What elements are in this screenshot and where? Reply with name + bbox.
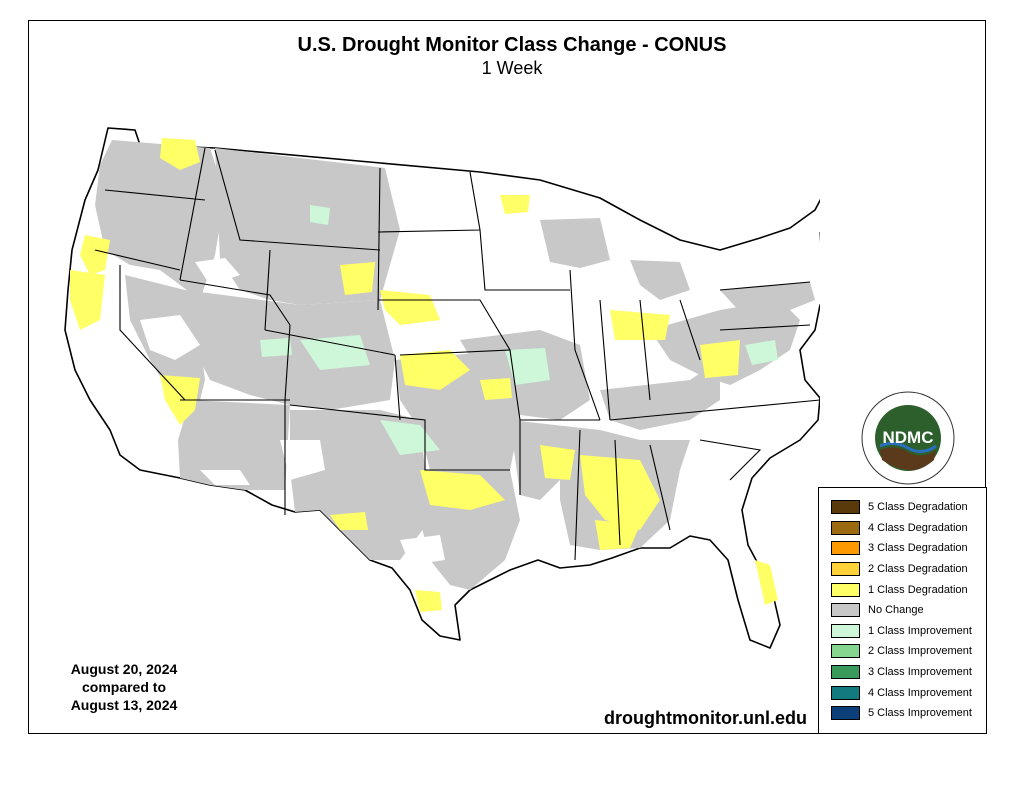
date-compared-to: compared to [81, 679, 166, 695]
legend-swatch [831, 706, 860, 721]
legend-item: 2 Class Improvement [819, 641, 986, 662]
legend-item: No Change [819, 600, 986, 621]
ndmc-logo: NDMC [858, 388, 958, 493]
date-comparison: August 20, 2024 compared to August 13, 2… [44, 660, 204, 714]
legend-item: 4 Class Degradation [819, 518, 986, 539]
legend-label: 2 Class Improvement [868, 645, 972, 658]
legend-label: No Change [868, 604, 924, 617]
legend-label: 5 Class Improvement [868, 707, 972, 720]
legend-item: 1 Class Degradation [819, 579, 986, 600]
legend-label: 1 Class Improvement [868, 624, 972, 637]
website-url: droughtmonitor.unl.edu [604, 708, 807, 728]
legend-label: 1 Class Degradation [868, 583, 968, 596]
legend-item: 3 Class Degradation [819, 538, 986, 559]
legend-label: 2 Class Degradation [868, 563, 968, 576]
legend-swatch [831, 562, 860, 577]
legend-swatch [831, 644, 860, 659]
legend-swatch [831, 582, 860, 597]
unchanged-white-areas [140, 258, 445, 565]
degradation-1-areas [70, 138, 778, 612]
legend-label: 3 Class Degradation [868, 542, 968, 555]
legend-label: 3 Class Improvement [868, 666, 972, 679]
improvement-1-areas [260, 205, 778, 455]
legend-item: 5 Class Improvement [819, 703, 986, 724]
legend-swatch [831, 541, 860, 556]
legend: 5 Class Degradation 4 Class Degradation 3 … [818, 487, 987, 734]
date-current: August 20, 2024 [70, 661, 178, 677]
legend-label: 4 Class Degradation [868, 521, 968, 534]
legend-item: 4 Class Improvement [819, 682, 986, 703]
map-subtitle: 1 Week [481, 58, 543, 78]
legend-swatch [831, 520, 860, 535]
legend-item: 3 Class Improvement [819, 662, 986, 683]
map-title: U.S. Drought Monitor Class Change - CONU… [297, 34, 727, 56]
state-boundaries [94, 147, 820, 561]
legend-swatch [831, 500, 860, 515]
legend-swatch [831, 623, 860, 638]
legend-label: 4 Class Improvement [868, 686, 972, 699]
logo-center-text: NDMC [883, 428, 934, 447]
legend-item: 1 Class Improvement [819, 621, 986, 642]
legend-swatch [831, 685, 860, 700]
legend-label: 5 Class Degradation [868, 501, 968, 514]
legend-item: 5 Class Degradation [819, 497, 986, 518]
legend-item: 2 Class Degradation [819, 559, 986, 580]
conus-map [64, 127, 820, 649]
legend-swatch [831, 603, 860, 618]
legend-swatch [831, 665, 860, 680]
date-previous: August 13, 2024 [70, 697, 178, 713]
